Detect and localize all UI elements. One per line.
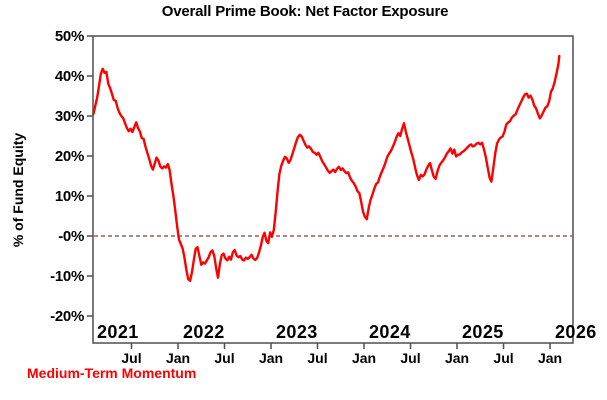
chart-title: Overall Prime Book: Net Factor Exposure [161,3,449,20]
y-tick-label: -20% [50,308,84,325]
year-label: 2026 [555,322,597,342]
x-tick-label: Jan [445,350,469,366]
y-tick-label: 20% [55,148,84,165]
year-label: 2023 [276,322,318,342]
x-tick-label: Jul [307,350,327,366]
year-label: 2021 [97,322,139,342]
exposure-line [92,54,561,282]
x-tick-label: Jan [352,350,376,366]
plot-frame [92,35,574,344]
y-tick-label: -10% [50,268,84,285]
x-tick-label: Jul [493,350,513,366]
y-tick-label: 50% [55,28,84,45]
legend-label: Medium-Term Momentum [27,365,197,381]
y-tick-label: 40% [55,68,84,85]
x-tick-label: Jan [259,350,283,366]
x-tick-label: Jan [166,350,190,366]
year-label: 2025 [462,322,504,342]
y-tick-label: 30% [55,108,84,125]
y-tick-label: 10% [55,188,84,205]
x-tick-label: Jul [400,350,420,366]
x-tick-label: Jan [538,350,562,366]
x-tick-label: Jul [214,350,234,366]
y-tick-label: -0% [58,228,84,245]
x-tick-label: Jul [121,350,141,366]
year-label: 2022 [183,322,225,342]
year-label: 2024 [369,322,411,342]
